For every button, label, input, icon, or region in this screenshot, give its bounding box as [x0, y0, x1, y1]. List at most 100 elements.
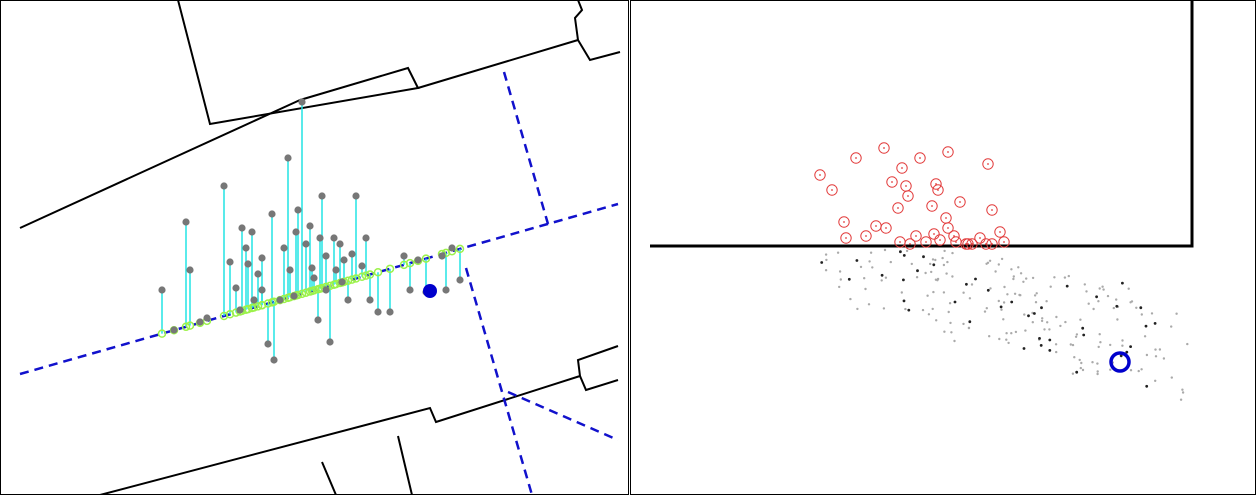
left-panel	[0, 0, 630, 495]
red-marker-center	[855, 157, 857, 159]
scatter-dot	[1170, 325, 1173, 328]
scatter-dot	[1010, 332, 1013, 335]
scatter-dot	[1145, 384, 1149, 388]
scatter-dot	[1137, 369, 1140, 373]
red-marker-center	[939, 239, 941, 241]
scatter-dot	[916, 269, 919, 273]
gray-observation-point	[340, 256, 348, 264]
gray-observation-point	[456, 276, 464, 284]
gray-observation-point	[336, 240, 344, 248]
gray-observation-point	[414, 256, 422, 264]
scatter-dot	[1102, 288, 1105, 291]
red-marker-icon	[902, 190, 914, 202]
scatter-dot	[847, 277, 851, 281]
scatter-dot	[1115, 298, 1118, 301]
scatter-dot	[1019, 294, 1022, 297]
scatter-dot	[1081, 368, 1085, 372]
scatter-dot	[924, 271, 927, 275]
red-marker-icon	[860, 230, 872, 242]
scatter-dot	[882, 307, 886, 310]
scatter-dot	[962, 322, 965, 326]
scatter-dot	[868, 260, 871, 263]
scatter-dot	[1023, 313, 1026, 316]
projection-lines	[161, 102, 461, 360]
scatter-dot	[900, 291, 903, 294]
scatter-dot	[1048, 328, 1051, 331]
red-marker-center	[971, 243, 973, 245]
scatter-dot	[1145, 353, 1149, 357]
gray-observation-point	[322, 286, 330, 294]
scatter-dots	[820, 248, 1189, 401]
scatter-dot	[1048, 338, 1052, 342]
scatter-dot	[932, 290, 935, 294]
projected-point	[243, 304, 253, 314]
gray-observation-point	[238, 224, 246, 232]
scatter-dot	[962, 291, 965, 294]
lane-lower-branch	[464, 267, 534, 495]
gray-observation-point	[220, 182, 228, 190]
scatter-dot	[1097, 300, 1100, 303]
scatter-dot	[970, 283, 974, 286]
wall-lower	[99, 345, 619, 495]
scatter-dot	[1175, 312, 1178, 315]
scatter-dot	[942, 263, 946, 267]
red-marker-icon	[942, 222, 954, 234]
scatter-dot	[1040, 319, 1044, 323]
wall-lower-notch	[579, 375, 619, 392]
red-marker-center	[919, 157, 921, 159]
gray-observation-point	[316, 234, 324, 242]
scatter-dot	[1127, 287, 1130, 290]
scatter-dot	[902, 254, 906, 257]
red-marker-center	[831, 189, 833, 191]
red-marker-center	[875, 225, 877, 227]
scatter-dot	[1121, 344, 1124, 347]
scatter-dot	[1059, 324, 1062, 328]
scatter-dot	[1082, 333, 1086, 337]
scatter-dot	[926, 294, 929, 297]
projected-point	[365, 270, 375, 279]
red-marker-icon	[840, 232, 852, 244]
scatter-dot	[1005, 338, 1008, 341]
scatter-dot	[965, 282, 968, 286]
red-marker-center	[865, 235, 867, 237]
red-marker-center	[909, 243, 911, 245]
projected-point	[405, 258, 415, 268]
scatter-dot	[1154, 348, 1157, 351]
scatter-dot	[1099, 341, 1102, 344]
scatter-dot	[1010, 268, 1013, 271]
scatter-dot	[948, 302, 952, 305]
gray-observation-point	[448, 244, 456, 252]
red-marker-center	[947, 151, 949, 153]
scatter-dot	[943, 249, 946, 253]
red-marker-center	[1003, 241, 1005, 243]
red-marker-icon	[914, 152, 926, 164]
scatter-dot	[953, 300, 957, 304]
scatter-dot	[1074, 335, 1078, 338]
gray-observation-point	[270, 356, 278, 364]
scatter-dot	[1065, 284, 1069, 288]
scatter-dot	[1140, 313, 1143, 316]
scatter-dot	[825, 258, 828, 262]
gray-observation-point	[186, 266, 194, 274]
scatter-dot	[902, 299, 906, 303]
red-circle-markers	[814, 142, 1010, 250]
red-marker-icon	[954, 196, 966, 208]
scatter-dot	[905, 249, 909, 253]
red-marker-icon	[896, 162, 908, 174]
scatter-dot	[943, 330, 946, 333]
scatter-dot	[855, 259, 859, 262]
gray-observation-point	[286, 266, 294, 274]
scatter-dot	[902, 278, 905, 282]
red-marker-icon	[934, 234, 946, 246]
scatter-dot	[1078, 358, 1081, 362]
gray-observation-point	[284, 154, 292, 162]
red-marker-center	[901, 167, 903, 169]
scatter-dot	[1129, 345, 1132, 348]
scatter-dot	[1055, 315, 1058, 319]
scatter-dot	[1095, 295, 1098, 299]
scatter-dot	[1003, 285, 1006, 289]
red-marker-icon	[910, 230, 922, 242]
gray-observation-point	[326, 338, 334, 346]
gray-observation-point	[314, 316, 322, 324]
gray-observation-point	[344, 296, 352, 304]
